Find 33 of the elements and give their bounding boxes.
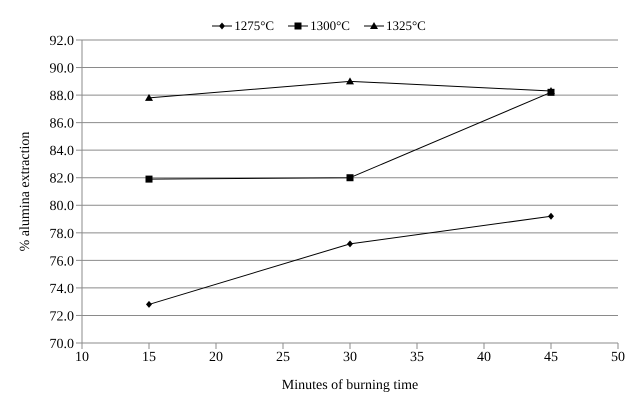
legend-label: 1300°C (310, 18, 350, 34)
point (346, 174, 354, 182)
y-tick-label: 92.0 (50, 34, 74, 49)
y-axis-title: % alumina extraction (18, 132, 33, 252)
point (146, 176, 152, 183)
x-tick-label: 35 (410, 350, 424, 365)
x-tick-label: 15 (142, 350, 156, 365)
y-tick-label: 76.0 (50, 254, 74, 270)
legend-label: 1325°C (386, 18, 426, 34)
x-axis-title: Minutes of burning time (282, 378, 418, 393)
y-tick-label: 78.0 (50, 226, 74, 242)
x-tick-label: 30 (343, 350, 357, 365)
y-tick-label: 82.0 (50, 172, 74, 187)
point (146, 300, 152, 308)
x-tick-label: 45 (544, 350, 558, 365)
x-tick-label: 20 (209, 350, 223, 365)
point (346, 77, 354, 84)
y-tick-label: 84.0 (50, 144, 74, 160)
x-tick-label: 50 (611, 350, 625, 365)
x-tick-label: 40 (477, 350, 491, 365)
y-tick-label: 86.0 (50, 116, 74, 132)
y-tick-label: 70.0 (50, 336, 74, 352)
y-tick-label: 90.0 (50, 62, 74, 77)
point (145, 94, 153, 101)
legend-label: 1275°C (234, 18, 274, 34)
x-tick-label: 10 (75, 350, 89, 365)
y-tick-label: 72.0 (50, 309, 74, 324)
y-tick-label: 74.0 (50, 282, 74, 297)
point (347, 240, 353, 248)
x-tick-label: 25 (276, 350, 290, 365)
y-tick-label: 88.0 (50, 89, 74, 104)
y-tick-label: 80.0 (50, 199, 74, 214)
point (548, 212, 554, 220)
